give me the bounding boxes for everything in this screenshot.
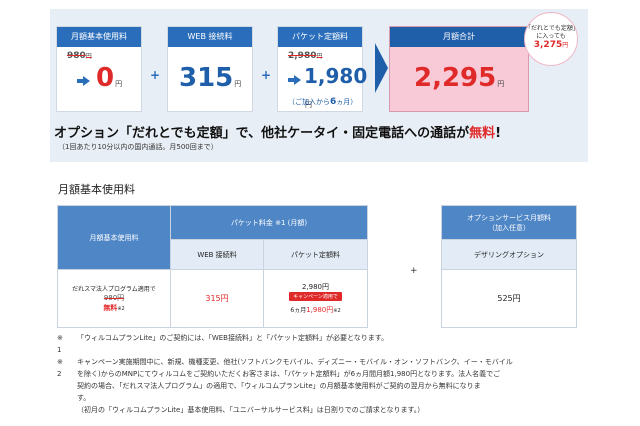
total-header: 月額合計 [390,27,528,47]
plus-sign: + [150,68,161,82]
price-summary-panel: 月額基本使用料 980円 0円 + WEB 接続料 315円 + パケット定額料… [50,9,588,162]
fee-table: 月額基本使用料 パケット料金 ※1 (月額) WEB 接続料 パケット定額料 だ… [57,205,368,328]
packet-fee-old-price: 2,980円 [288,51,323,61]
footnote-line: 1 [57,346,62,354]
basic-fee-card: 月額基本使用料 980円 0円 [56,26,142,112]
packet-fee-price: 1,980円 [304,64,368,109]
basic-fee-cell: だれスマ法人プログラム適用で 980円 無料※2 [57,269,171,328]
total-card: 月額合計 2,295円 [389,26,529,112]
col-option-group: オプションサービス月額料 （加入任意） [441,205,577,240]
web-fee-card: WEB 接続料 315円 [167,26,253,112]
footnote-line: ※ 「ウィルコムプランLite」のご契約には、「WEB接続料」と「パケット定額料」… [57,334,389,342]
packet-fee-cell: 2,980円 キャンペーン適用で 6ヵ月1,980円※2 [263,269,368,328]
arrow-right-icon [77,76,90,86]
option-table: オプションサービス月額料 （加入任意） デザリングオプション 525円 [441,205,577,328]
footnotes: ※ 「ウィルコムプランLite」のご契約には、「WEB接続料」と「パケット定額料」… [57,332,627,416]
footnote-line: 契約の場合、「だれスマ法人プログラム」の適用で、「ウィルコムプランLite」の月… [77,382,481,390]
packet-fee-header: パケット定額料 [278,27,362,47]
headline-note: （1回あたり10分以内の国内通話。月500回まで） [58,143,218,151]
col-basic-fee: 月額基本使用料 [57,205,171,270]
option-total-badge: 「だれとでも定額」 に入っても 3,275円 [524,12,579,66]
web-fee-price: 315円 [179,63,242,93]
col-packet-fee: パケット定額料 [263,239,368,270]
basic-fee-price: 0円 [96,63,123,93]
section-title: 月額基本使用料 [58,183,135,196]
basic-fee-old-price: 980円 [67,51,92,61]
tethering-fee-cell: 525円 [441,269,577,328]
arrow-right-icon [288,75,301,85]
packet-fee-period: （ご加入から6ヵ月） [288,97,358,107]
campaign-badge: キャンペーン適用で [289,292,342,301]
footnote-line: す。 [77,394,91,402]
col-web-fee: WEB 接続料 [170,239,264,270]
basic-fee-header: 月額基本使用料 [57,27,141,47]
footnote-line: ※ キャンペーン実施期間中に、新規、機種変更、他社(ソフトバンクモバイル、ディズニ… [57,358,513,366]
web-fee-header: WEB 接続料 [168,27,252,47]
footnote-line: （初月の「ウィルコムプランLite」基本使用料、「ユニバーサルサービス料」は日割… [77,406,425,414]
footnote-line: 2 を除く)からのMNPにてウィルコムをご契約いただくお客さまは、「パケット定額料… [57,370,501,378]
web-fee-cell: 315円 [170,269,264,328]
total-price: 2,295円 [414,63,505,93]
col-packet-group: パケット料金 ※1 (月額) [170,205,368,240]
campaign-headline: オプション「だれとでも定額」で、他社ケータイ・固定電話への通話が無料! [54,126,502,141]
packet-fee-card: パケット定額料 2,980円 1,980円 （ご加入から6ヵ月） [277,26,367,112]
plus-sign: + [261,68,272,82]
chevron-right-icon [375,43,388,93]
plus-sign: + [410,266,418,276]
col-tethering: デザリングオプション [441,239,577,270]
